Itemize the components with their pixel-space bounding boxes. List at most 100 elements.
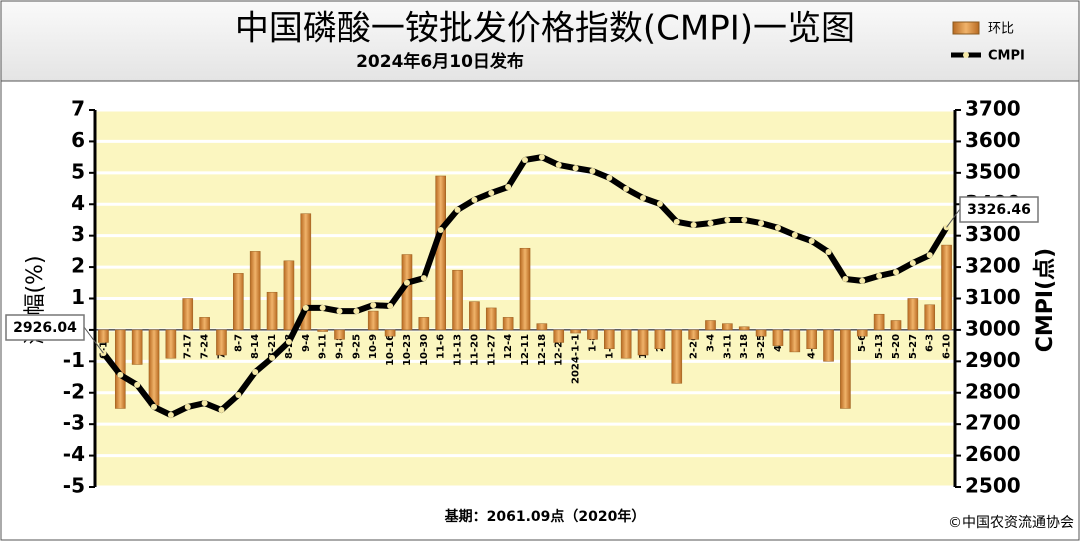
bar: [840, 329, 851, 409]
x-tick-label: 8-14: [250, 334, 261, 359]
point: [201, 400, 208, 407]
callout-box: [5, 314, 85, 341]
x-tick-label: 7-17: [183, 334, 194, 359]
point: [336, 308, 343, 315]
y-tick-label: -3: [63, 411, 85, 435]
bar: [570, 329, 581, 334]
y-tick-label: -1: [63, 348, 85, 372]
point: [876, 272, 883, 279]
x-tick-label: 11-6: [436, 334, 447, 359]
y-tick-label: 6: [71, 128, 85, 152]
point: [842, 276, 849, 283]
x-tick-label: 8-7: [233, 334, 244, 352]
point: [623, 185, 630, 192]
bar: [418, 317, 430, 331]
bar: [367, 310, 379, 331]
x-tick-label: 5-13: [874, 334, 885, 359]
bar: [266, 291, 278, 331]
point: [589, 167, 596, 174]
x-tick-label: 10-23: [402, 334, 413, 366]
point: [690, 221, 697, 228]
y-tick-label: 1: [71, 285, 85, 309]
point: [252, 369, 259, 376]
point: [269, 354, 276, 361]
point: [606, 174, 613, 181]
bar: [283, 260, 295, 331]
note: 基期：2061.09点（2020年）: [445, 508, 646, 525]
bar: [823, 329, 834, 362]
point: [538, 154, 545, 161]
bar: [654, 329, 666, 350]
callout-leader: [946, 208, 961, 228]
y-tick-label: 4: [71, 191, 85, 215]
x-tick-label: 11-13: [453, 334, 464, 366]
x-tick-label: 3-4: [705, 334, 716, 352]
point: [555, 161, 562, 168]
x-tick-label: 6-12: [98, 334, 109, 359]
bar: [300, 213, 312, 331]
x-tick-label: 12-25: [554, 334, 565, 366]
bar: [604, 329, 615, 350]
bar: [148, 329, 160, 406]
bar: [317, 329, 328, 332]
y-tick-label: -2: [63, 379, 85, 403]
bar: [738, 326, 750, 331]
point: [353, 308, 360, 315]
y-tick-label: 3: [71, 222, 85, 246]
bar: [199, 317, 210, 331]
x-tick-label: 7-24: [200, 334, 211, 359]
point: [791, 232, 798, 239]
bar: [233, 273, 244, 331]
bar: [536, 323, 548, 331]
y2-tick-label: 2800: [965, 379, 1021, 403]
x-tick-label: 9-18: [335, 334, 346, 359]
point: [656, 200, 663, 207]
point: [471, 196, 478, 203]
x-tick-label: 3-11: [722, 334, 733, 359]
bar: [941, 244, 952, 331]
legend-label: CMPI: [988, 49, 1025, 64]
data-label: 2926.04: [13, 320, 77, 336]
y2-tick-label: 3000: [965, 316, 1021, 340]
x-tick-label: 3-25: [756, 334, 767, 359]
x-tick-label: 12-18: [537, 334, 548, 366]
x-tick-label: 8-21: [267, 334, 278, 359]
bar: [587, 329, 598, 340]
point: [707, 220, 714, 227]
bar: [502, 317, 514, 331]
y2-tick-label: 3700: [965, 97, 1021, 121]
bar: [452, 269, 463, 331]
point: [741, 216, 748, 223]
x-tick-label: 6-10: [942, 334, 953, 359]
bar: [182, 298, 194, 331]
bar: [856, 329, 868, 337]
bar: [216, 329, 227, 356]
bar: [131, 329, 143, 365]
callout-box: [959, 196, 1039, 223]
x-tick-label: 2-26: [689, 334, 700, 359]
x-tick-label: 1-8: [587, 334, 598, 352]
x-tick-label: 9-4: [301, 334, 312, 352]
point: [134, 381, 141, 388]
bar: [620, 329, 632, 359]
point: [454, 206, 461, 213]
x-tick-label: 9-11: [318, 334, 329, 359]
point: [387, 303, 394, 310]
y-tick-label: 5: [71, 159, 85, 183]
bar: [519, 247, 531, 331]
x-tick-label: 12-11: [520, 334, 531, 366]
bar: [890, 320, 902, 331]
point: [640, 194, 647, 201]
bar: [485, 307, 497, 331]
bar: [924, 304, 936, 331]
bar: [873, 313, 885, 331]
bar: [435, 175, 446, 331]
bar: [705, 320, 716, 331]
bar: [637, 329, 649, 356]
bar: [772, 329, 784, 346]
bar: [553, 329, 565, 343]
header: [0, 0, 1080, 82]
bar: [907, 298, 919, 331]
point: [403, 279, 410, 286]
bar: [469, 301, 480, 331]
